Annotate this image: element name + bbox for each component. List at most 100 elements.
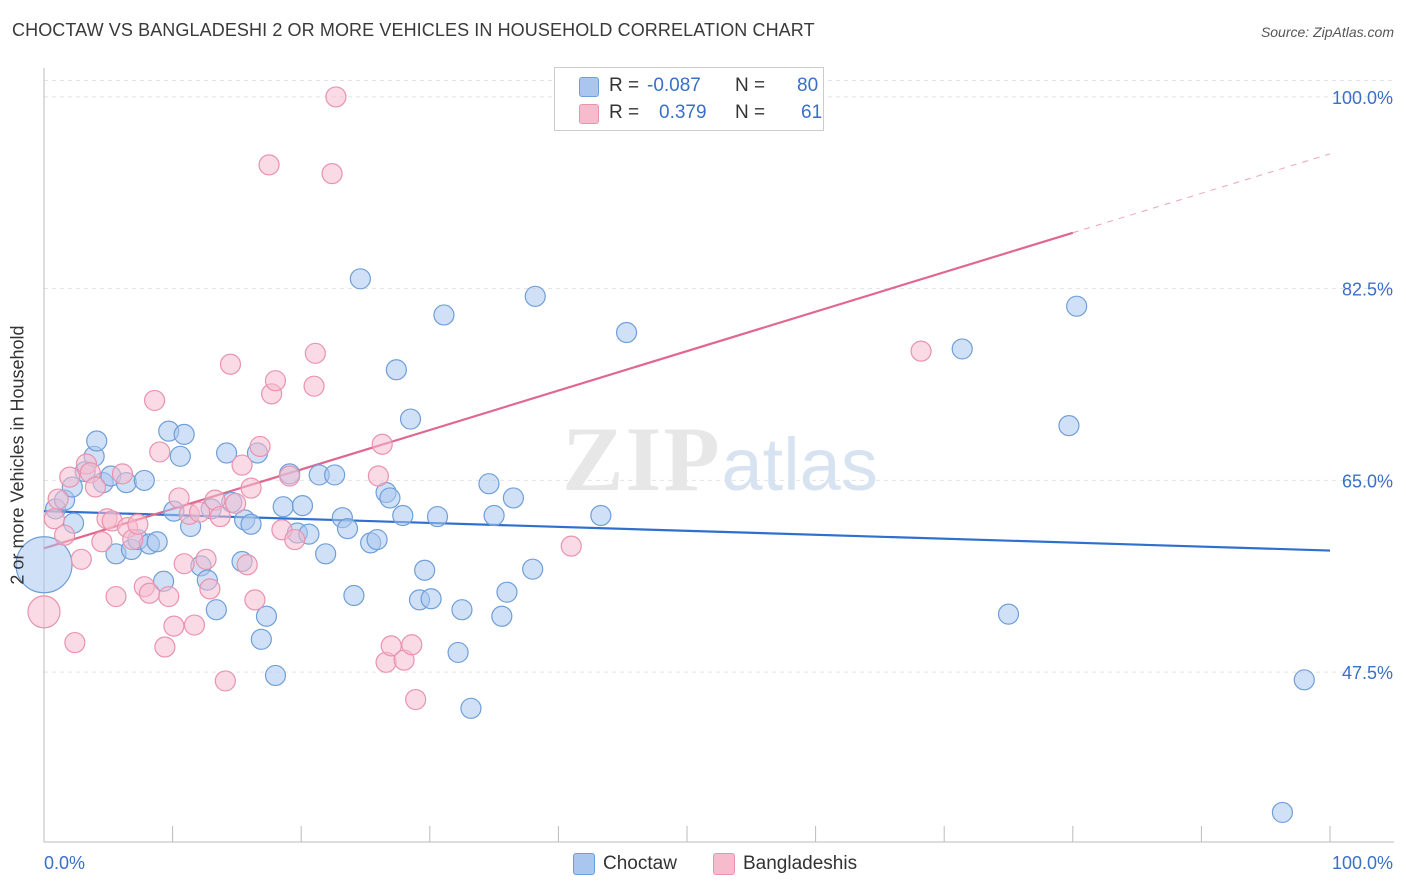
choctaw-point [146, 531, 168, 553]
bangladeshi-point [154, 636, 176, 658]
r-value: 0.379 [659, 102, 707, 123]
tick-labels: 47.5% 65.0% 82.5% 100.0% 0.0% 100.0% [44, 88, 1393, 873]
bangladeshi-point [27, 595, 61, 629]
chart-source: Source: ZipAtlas.com [1260, 24, 1394, 40]
bangladeshi-point [231, 454, 253, 476]
bangladeshi-point [380, 635, 402, 657]
choctaw-point [250, 628, 272, 650]
choctaw-point [524, 285, 546, 307]
choctaw-point [366, 528, 388, 551]
r-label: R = [609, 75, 640, 96]
choctaw-point [343, 584, 365, 607]
x-tick-label: 100.0% [1332, 853, 1393, 873]
bangladeshi-point [47, 488, 69, 510]
choctaw-point [997, 603, 1020, 625]
choctaw-point [951, 338, 973, 360]
bangladeshi-point [189, 501, 211, 523]
bangladeshi-point [304, 342, 326, 364]
choctaw-point [240, 513, 262, 535]
choctaw-point [451, 599, 473, 621]
r-label: R = [609, 102, 640, 123]
choctaw-swatch [579, 77, 599, 97]
choctaw-point [483, 504, 505, 527]
bangladeshi-point [214, 670, 236, 692]
n-value: 80 [797, 75, 819, 96]
grid-lines [44, 79, 1394, 673]
choctaw-point [426, 505, 449, 528]
n-label: N = [735, 75, 766, 96]
choctaw-point [264, 664, 287, 687]
bangladeshi-point [236, 554, 258, 576]
bangladeshi-point [560, 535, 582, 557]
bangladeshi-point [64, 631, 86, 654]
bangladeshi-point [195, 548, 217, 570]
bangladeshi-point [401, 634, 423, 656]
bangladeshi-point [325, 86, 347, 108]
y-tick-label: 82.5% [1342, 280, 1393, 300]
choctaw-point [590, 504, 612, 527]
choctaw-point [447, 641, 469, 664]
bangladeshi-point [173, 553, 195, 575]
bangladeshi-point [105, 585, 127, 608]
choctaw-point [420, 588, 442, 610]
choctaw-point [1271, 801, 1294, 824]
data-points [15, 86, 1315, 824]
bangladeshi-point [183, 614, 206, 636]
choctaw-point [324, 464, 346, 486]
bangladeshi-point [138, 582, 161, 604]
bangladeshi-point [158, 585, 180, 608]
choctaw-point [385, 359, 407, 381]
watermark: ZIPatlas [562, 408, 878, 510]
choctaw-point [86, 430, 108, 452]
x-tick-label: 0.0% [44, 853, 85, 873]
choctaw-point [399, 408, 422, 430]
y-tick-label: 47.5% [1342, 663, 1393, 683]
bangladeshi-point [59, 466, 81, 488]
choctaw-point [349, 268, 371, 290]
bangladeshi-point [910, 340, 932, 362]
bangladeshi-point [91, 531, 113, 553]
y-tick-label: 65.0% [1342, 471, 1393, 491]
choctaw-point [460, 697, 482, 719]
bangladeshi-point [405, 688, 427, 711]
choctaw-point [502, 487, 524, 509]
choctaw-point [491, 605, 513, 627]
bangladeshi-point [199, 578, 221, 600]
choctaw-point [1058, 415, 1080, 437]
choctaw-point [379, 487, 401, 509]
choctaw-point [336, 518, 359, 540]
n-value: 61 [801, 102, 823, 123]
chart-title: CHOCTAW VS BANGLADESHI 2 OR MORE VEHICLE… [12, 20, 815, 40]
choctaw-point [615, 321, 638, 344]
bangladeshi-point [168, 487, 190, 509]
choctaw-point [291, 495, 314, 517]
choctaw-point [173, 423, 195, 445]
choctaw-point [1066, 295, 1088, 317]
choctaw-point [272, 496, 294, 518]
stats-legend: R = -0.087 N = 80 R = 0.379 N = 61 [554, 67, 824, 131]
choctaw-point [1293, 669, 1315, 691]
bangladeshi-point [371, 433, 393, 455]
axes [43, 68, 1394, 843]
bangladeshi-point [279, 465, 301, 487]
legend-label: Choctaw [603, 853, 677, 874]
choctaw-point [169, 445, 191, 467]
bangladeshi-point [303, 375, 325, 397]
bangladeshi-point [127, 513, 149, 535]
bangladeshi-point [284, 528, 306, 551]
choctaw-point [478, 473, 500, 495]
legend-label: Bangladeshis [743, 853, 858, 874]
bangladeshi-point [321, 163, 343, 185]
choctaw-point [433, 304, 455, 326]
bangladeshi-swatch [579, 104, 599, 124]
r-value: -0.087 [647, 75, 701, 96]
bangladeshi-point [149, 441, 171, 463]
bangladeshi-point [111, 463, 134, 485]
choctaw-point [205, 599, 227, 621]
bangladeshi-point [70, 548, 92, 570]
choctaw-point [315, 543, 337, 565]
choctaw-swatch [573, 853, 595, 875]
bangladeshi-point [249, 435, 271, 458]
choctaw-point [255, 605, 278, 627]
bangladeshi-point [244, 589, 266, 611]
